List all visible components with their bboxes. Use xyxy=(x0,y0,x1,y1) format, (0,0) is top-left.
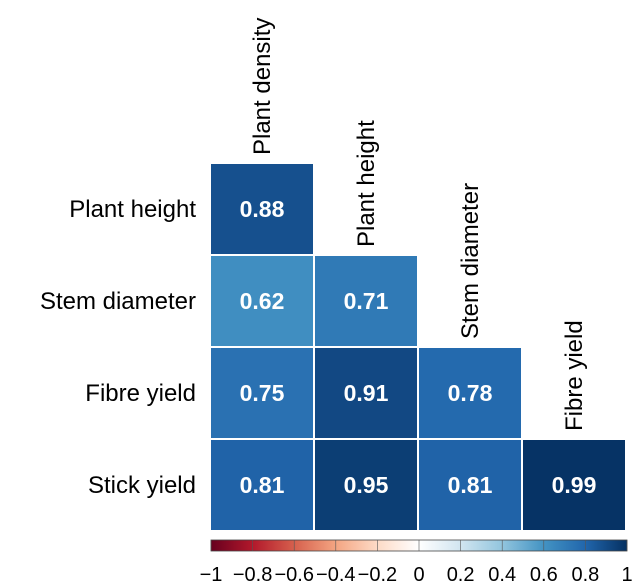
heatmap-cell xyxy=(417,438,523,532)
cell-value-label: 0.81 xyxy=(240,472,285,498)
heatmap-cell xyxy=(521,438,627,532)
colorbar-tick-label: −0.8 xyxy=(233,564,272,586)
colorbar-tick-label: 0.2 xyxy=(447,564,475,586)
colorbar-tick-label: 1 xyxy=(621,564,632,586)
heatmap-cell xyxy=(209,254,315,348)
heatmap-cell xyxy=(209,162,315,256)
colorbar-tick-label: 0.6 xyxy=(530,564,558,586)
cell-value-label: 0.88 xyxy=(240,196,285,222)
column-label: Plant height xyxy=(353,120,380,247)
colorbar-ticks: −1 −0.8 −0.6 −0.4 −0.2 0 0.2 0.4 0.6 0.8 1 xyxy=(200,540,632,586)
cell-value-label: 0.75 xyxy=(240,380,285,406)
row-labels: Plant height Stem diameter Fibre yield Stic… xyxy=(40,196,196,499)
cell-value-label: 0.62 xyxy=(240,288,285,314)
column-label: Stem diameter xyxy=(457,183,484,339)
colorbar-tick-label: −0.4 xyxy=(316,564,355,586)
colorbar-tick-label: 0.8 xyxy=(571,564,599,586)
heatmap-cell xyxy=(313,254,419,348)
heatmap-cell xyxy=(313,438,419,532)
column-label: Plant density xyxy=(249,18,276,155)
row-label: Fibre yield xyxy=(85,380,196,407)
colorbar-tick-label: 0.4 xyxy=(488,564,516,586)
row-label: Stem diameter xyxy=(40,288,196,315)
cell-value-label: 0.99 xyxy=(552,472,597,498)
row-label: Plant height xyxy=(69,196,196,223)
colorbar-tick-label: 0 xyxy=(413,564,424,586)
row-label: Stick yield xyxy=(88,472,196,499)
column-labels: Plant density Plant height Stem diameter Fi… xyxy=(249,18,588,431)
cell-value-label: 0.95 xyxy=(344,472,389,498)
cell-value-label: 0.91 xyxy=(344,380,389,406)
cell-value-label: 0.78 xyxy=(448,380,493,406)
cell-value-label: 0.81 xyxy=(448,472,493,498)
colorbar-tick-label: −0.6 xyxy=(274,564,313,586)
heatmap-cells: 0.88 0.62 0.71 0.75 0.91 0.78 0.81 0.95 0.81 0.99 xyxy=(209,162,627,532)
cell-value-label: 0.71 xyxy=(344,288,389,314)
colorbar-tick-label: −1 xyxy=(200,564,223,586)
colorbar: −1 −0.8 −0.6 −0.4 −0.2 0 0.2 0.4 0.6 0.8 1 xyxy=(200,539,632,586)
colorbar-tick-label: −0.2 xyxy=(358,564,397,586)
column-label: Fibre yield xyxy=(561,320,588,431)
